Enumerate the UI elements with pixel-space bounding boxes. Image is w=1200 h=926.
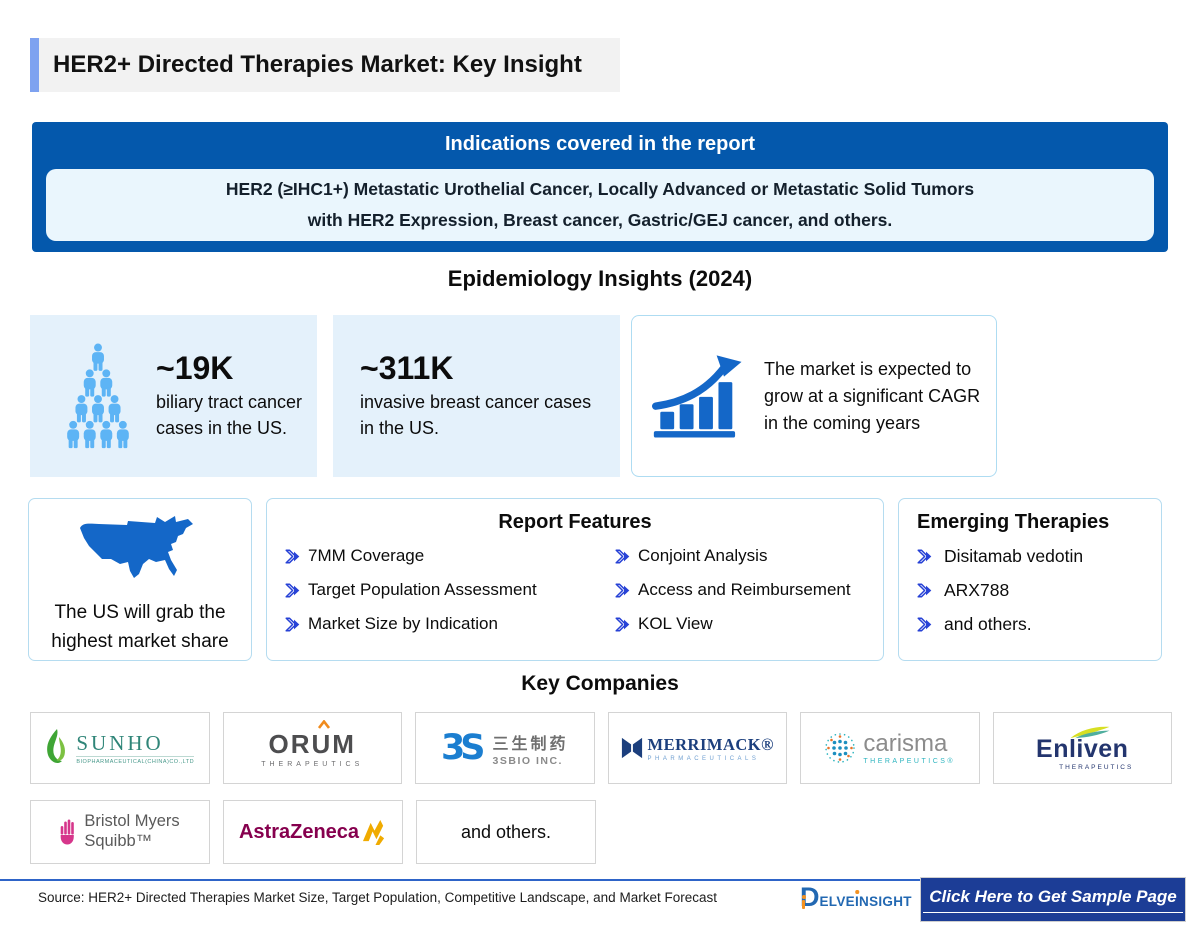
us-market-share-note: The US will grab the highest market shar… <box>51 602 229 652</box>
chevron-bullet-icon <box>285 582 300 598</box>
therapy-item: ARX788 <box>917 580 1161 601</box>
company-logos-row2: Bristol Myers Squibb™ AstraZeneca and ot… <box>30 800 1172 864</box>
company-logo-carisma: carisma THERAPEUTICS® <box>800 712 980 784</box>
report-features-list: 7MM Coverage Conjoint Analysis Target Po… <box>267 544 883 634</box>
stat-card-breast-cancer: ~311K invasive breast cancer cases in th… <box>333 315 620 477</box>
chevron-bullet-icon <box>917 617 932 632</box>
enliven-swoosh-icon <box>1070 726 1110 738</box>
astrazeneca-mark-icon <box>362 819 385 845</box>
indications-line2: with HER2 Expression, Breast cancer, Gas… <box>307 210 893 230</box>
astrazeneca-wordmark: AstraZeneca <box>238 820 360 843</box>
carisma-wordmark: carisma THERAPEUTICS® <box>863 729 956 765</box>
page-title: HER2+ Directed Therapies Market: Key Ins… <box>53 51 582 78</box>
company-others-cell: and others. <box>416 800 596 864</box>
chevron-bullet-icon <box>615 548 630 564</box>
delveinsight-logo: D ELVEINSIGHT <box>800 882 912 912</box>
company-logo-merrimack: MERRIMACK® PHARMACEUTICALS <box>607 712 787 784</box>
chevron-bullet-icon <box>917 583 932 598</box>
page-title-bar: HER2+ Directed Therapies Market: Key Ins… <box>30 38 620 92</box>
report-features-heading: Report Features <box>498 511 652 533</box>
therapy-item: and others. <box>917 614 1161 635</box>
3sbio-wordmark: 三生制药 3SBIO INC. <box>492 735 569 767</box>
bms-wordmark: Bristol Myers Squibb™ <box>84 812 180 850</box>
therapy-item: Disitamab vedotin <box>917 546 1161 567</box>
company-logos-row1: SUNHO BIOPHARMACEUTICAL(CHINA)CO.,LTD OR… <box>30 712 1172 784</box>
people-pyramid-icon <box>67 343 129 449</box>
get-sample-page-button[interactable]: Click Here to Get Sample Page <box>920 877 1186 922</box>
indications-line1: HER2 (≥IHC1+) Metastatic Urothelial Canc… <box>225 179 975 200</box>
feature-item: 7MM Coverage <box>285 546 615 566</box>
company-logo-orum: ORUM THERAPEUTICS <box>222 712 402 784</box>
feature-item: Target Population Assessment <box>285 580 615 600</box>
indications-banner: Indications covered in the report HER2 (… <box>32 122 1168 252</box>
us-market-share-card: The US will grab the highest market shar… <box>28 498 252 661</box>
sunho-flame-icon <box>47 729 66 764</box>
company-logo-3sbio: 3S 三生制药 3SBIO INC. <box>415 712 595 784</box>
merrimack-mark-icon <box>621 737 642 759</box>
source-text: Source: HER2+ Directed Therapies Market … <box>38 890 717 905</box>
growth-chart-icon <box>652 355 742 438</box>
bms-hand-icon <box>61 819 75 845</box>
chevron-bullet-icon <box>615 582 630 598</box>
orum-caret-icon <box>318 719 331 729</box>
chevron-bullet-icon <box>285 548 300 564</box>
growth-note: The market is expected to grow at a sign… <box>764 358 981 433</box>
stat-text: ~19K biliary tract cancer cases in the U… <box>156 349 307 441</box>
company-logo-enliven: Enliven THERAPEUTICS <box>992 712 1172 784</box>
stat-label-breast: invasive breast cancer cases in the US. <box>360 392 592 439</box>
cta-label: Click Here to Get Sample Page <box>923 887 1183 913</box>
stat-text: ~311K invasive breast cancer cases in th… <box>360 349 610 441</box>
company-logo-sunho: SUNHO BIOPHARMACEUTICAL(CHINA)CO.,LTD <box>30 712 210 784</box>
stat-value-biliary: ~19K <box>156 349 234 386</box>
delve-orange-accent <box>802 895 806 909</box>
key-companies-heading: Key Companies <box>521 672 679 695</box>
merrimack-wordmark: MERRIMACK® PHARMACEUTICALS <box>647 734 774 762</box>
3sbio-mark: 3S <box>440 727 486 768</box>
chevron-bullet-icon <box>615 616 630 632</box>
chevron-bullet-icon <box>285 616 300 632</box>
feature-item: Conjoint Analysis <box>615 546 869 566</box>
stat-card-biliary-tract: ~19K biliary tract cancer cases in the U… <box>30 315 317 477</box>
us-map-icon <box>80 516 193 578</box>
footer-divider <box>0 879 925 881</box>
feature-item: Market Size by Indication <box>285 614 615 634</box>
indications-body: HER2 (≥IHC1+) Metastatic Urothelial Canc… <box>46 169 1154 241</box>
company-logo-bristol-myers-squibb: Bristol Myers Squibb™ <box>30 800 210 864</box>
sunho-wordmark: SUNHO BIOPHARMACEUTICAL(CHINA)CO.,LTD <box>76 731 195 765</box>
enliven-wordmark: Enliven THERAPEUTICS <box>1031 726 1133 771</box>
epidemiology-heading: Epidemiology Insights (2024) <box>447 266 753 291</box>
feature-item: KOL View <box>615 614 869 634</box>
chevron-bullet-icon <box>917 549 932 564</box>
emerging-therapies-list: Disitamab vedotin ARX788 and others. <box>899 546 1161 635</box>
stat-value-breast: ~311K <box>360 349 454 386</box>
carisma-cell-icon <box>825 733 856 763</box>
orum-wordmark: ORUM THERAPEUTICS <box>261 719 363 768</box>
emerging-therapies-heading: Emerging Therapies <box>917 511 1110 533</box>
emerging-therapies-card: Emerging Therapies Disitamab vedotin ARX… <box>898 498 1162 661</box>
market-growth-card: The market is expected to grow at a sign… <box>631 315 997 477</box>
feature-item: Access and Reimbursement <box>615 580 869 600</box>
company-logo-astrazeneca: AstraZeneca <box>223 800 403 864</box>
report-features-card: Report Features 7MM Coverage Conjoint An… <box>266 498 884 661</box>
stat-label-biliary: biliary tract cancer cases in the US. <box>156 392 303 439</box>
indications-heading: Indications covered in the report <box>444 133 756 155</box>
